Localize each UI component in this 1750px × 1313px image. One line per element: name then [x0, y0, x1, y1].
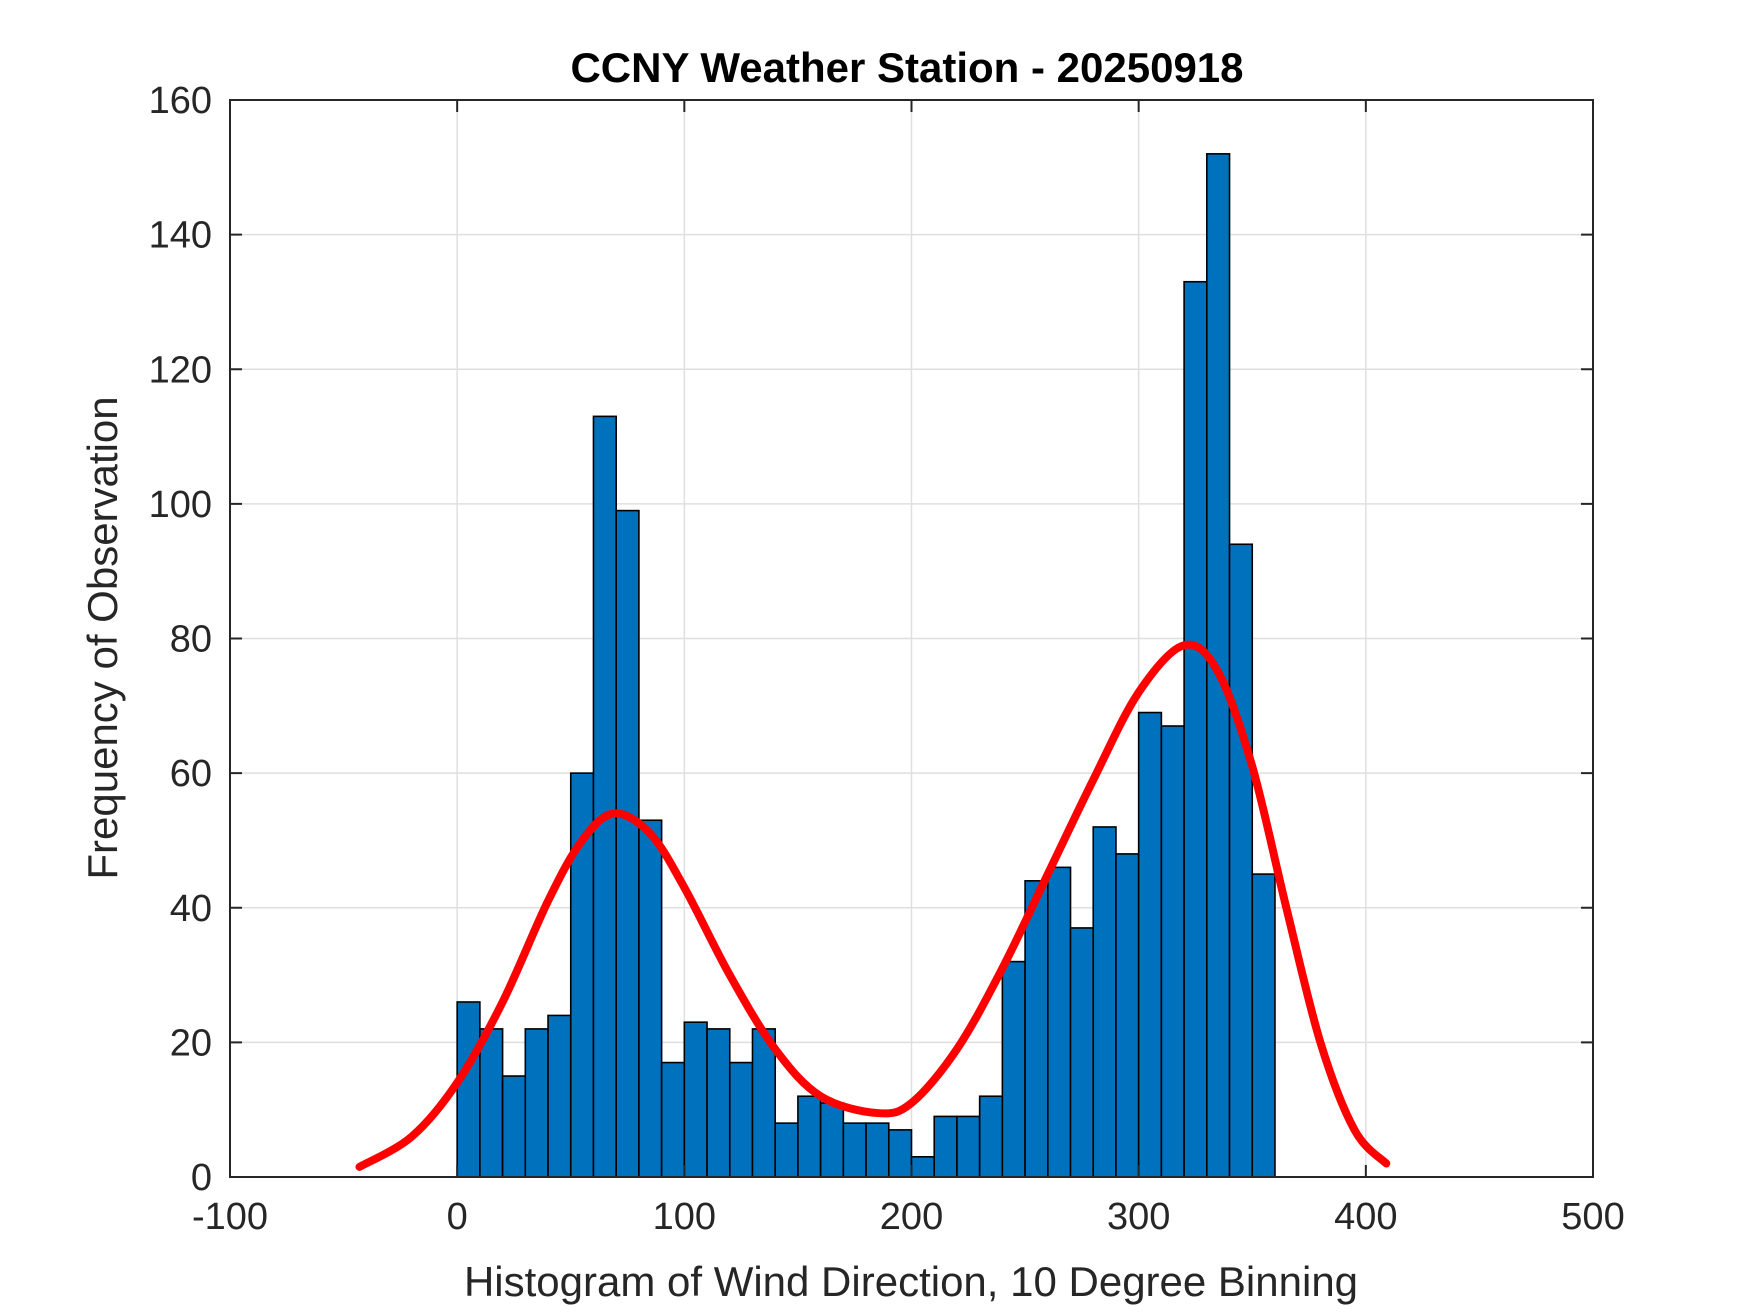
x-tick-label: 0: [447, 1196, 468, 1238]
x-tick-label: 400: [1334, 1196, 1397, 1238]
y-tick-label: 0: [191, 1157, 212, 1199]
histogram-bar: [819, 1102, 845, 1178]
y-tick-label: 20: [170, 1022, 212, 1064]
x-tick-label: 200: [880, 1196, 943, 1238]
y-tick-label: 100: [149, 484, 212, 526]
x-tick-label: -100: [192, 1196, 268, 1238]
histogram-bar: [1160, 725, 1185, 1178]
histogram-bar: [592, 415, 617, 1178]
histogram-bar: [501, 1075, 527, 1178]
y-tick-label: 60: [170, 753, 212, 795]
histogram-bar: [456, 1001, 481, 1178]
y-tick-label: 40: [170, 888, 212, 930]
histogram-bar: [910, 1156, 936, 1178]
axis-ticks: [229, 99, 1594, 1178]
histogram-bar: [956, 1115, 981, 1178]
histogram-bar: [1092, 826, 1117, 1178]
histogram-bar: [887, 1129, 913, 1178]
y-tick-labels: 0 20 40 60 80 100 120 140 160: [149, 80, 212, 1199]
y-tick-label: 160: [149, 80, 212, 122]
y-tick-label: 120: [149, 349, 212, 391]
histogram-bar: [1115, 853, 1140, 1178]
histogram-bar: [865, 1122, 890, 1178]
histogram-bar: [1024, 880, 1049, 1178]
histogram-bar: [842, 1122, 867, 1178]
histogram-bar: [1251, 873, 1276, 1178]
fitted-curve-layer: [355, 640, 1391, 1171]
histogram-bar: [797, 1095, 822, 1178]
histogram-bar: [683, 1021, 708, 1178]
x-axis-label: Histogram of Wind Direction, 10 Degree B…: [464, 1258, 1358, 1305]
histogram-bar: [1069, 927, 1095, 1178]
x-tick-label: 300: [1107, 1196, 1170, 1238]
x-tick-label: 500: [1561, 1196, 1624, 1238]
chart-title: CCNY Weather Station - 20250918: [570, 44, 1243, 91]
histogram-bar: [524, 1028, 549, 1178]
histogram-bar: [978, 1095, 1004, 1178]
histogram-bar: [1228, 543, 1254, 1178]
histogram-bar: [660, 1061, 686, 1178]
fitted-curve-line: [355, 640, 1391, 1171]
histogram-bar: [774, 1122, 799, 1178]
y-tick-label: 140: [149, 215, 212, 257]
histogram-bar: [547, 1014, 572, 1178]
x-tick-label: 100: [653, 1196, 716, 1238]
y-tick-label: 80: [170, 619, 212, 661]
histogram-bar: [1047, 866, 1072, 1178]
histogram-bar: [1001, 960, 1026, 1178]
y-axis-label: Frequency of Observation: [79, 396, 126, 879]
histogram-bar: [615, 509, 640, 1178]
histogram-bar: [479, 1028, 504, 1178]
grid-lines: [229, 99, 1594, 1178]
histogram-bar: [1137, 711, 1163, 1178]
histogram-bar: [1183, 280, 1208, 1178]
histogram-bar: [706, 1028, 731, 1178]
histogram-bar: [933, 1115, 958, 1178]
histogram-bars: [456, 153, 1276, 1178]
histogram-bar: [638, 819, 663, 1178]
histogram-bar: [728, 1061, 754, 1178]
x-tick-labels: -100 0 100 200 300 400 500: [192, 1196, 1625, 1238]
